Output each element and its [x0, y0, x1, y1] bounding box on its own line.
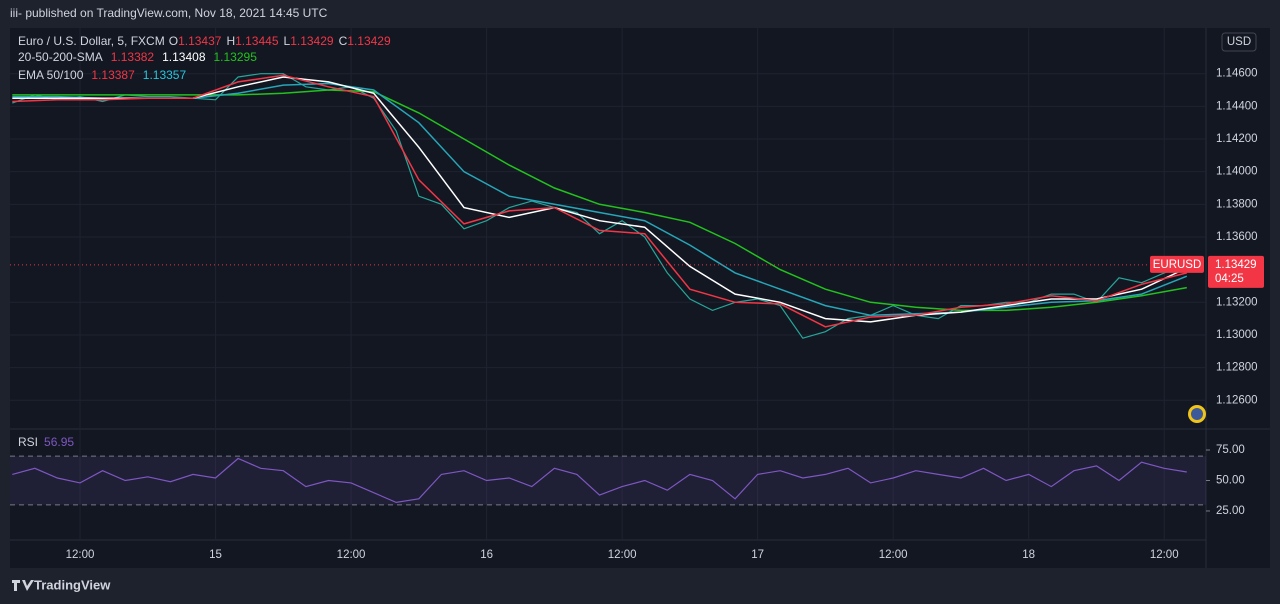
y-tick-label: 1.13000 — [1216, 329, 1258, 341]
legend-text: 56.95 — [44, 435, 74, 449]
symbol-label: EURUSD — [1153, 259, 1202, 271]
rsi-tick-label: 25.00 — [1216, 505, 1245, 517]
legend-text: 1.13445 — [235, 34, 279, 48]
event-icon-inner — [1191, 408, 1203, 420]
ma-line — [12, 76, 1188, 323]
x-tick-label: 12:00 — [879, 549, 908, 561]
y-tick-label: 1.14200 — [1216, 133, 1258, 145]
x-tick-label: 12:00 — [1150, 549, 1179, 561]
legend-text: 20-50-200-SMA — [18, 50, 103, 64]
x-tick-label: 12:00 — [608, 549, 637, 561]
legend-text: Euro / U.S. Dollar, 5, FXCM — [18, 34, 165, 48]
rsi-band — [10, 456, 1206, 505]
ma-line — [12, 74, 1187, 328]
price-box — [1208, 255, 1264, 288]
legend-text: O — [169, 34, 178, 48]
legend-text: EMA 50/100 — [18, 68, 84, 82]
legend-text: 1.13387 — [91, 68, 135, 82]
x-tick-label: 18 — [1022, 549, 1035, 561]
legend-text: 1.13437 — [178, 34, 222, 48]
ma-line — [12, 82, 1188, 317]
legend-text: RSI — [18, 435, 38, 449]
rsi-tick-label: 50.00 — [1216, 475, 1245, 487]
x-tick-label: 12:00 — [66, 549, 95, 561]
footer: TradingView — [34, 577, 111, 592]
header: iii- published on TradingView.com, Nov 1… — [10, 6, 328, 20]
currency[interactable]: USD — [1227, 36, 1251, 48]
legend-text: 1.13382 — [111, 50, 155, 64]
y-tick-label: 1.13200 — [1216, 296, 1258, 308]
legend-text: C — [339, 34, 348, 48]
y-tick-label: 1.14400 — [1216, 100, 1258, 112]
legend-text: H — [226, 34, 235, 48]
legend-text: 1.13295 — [214, 50, 258, 64]
x-tick-label: 16 — [480, 549, 493, 561]
last-price: 1.13429 — [1215, 259, 1257, 271]
countdown: 04:25 — [1215, 273, 1244, 285]
y-tick-label: 1.14600 — [1216, 68, 1258, 80]
chart-area — [10, 28, 1270, 568]
legend-text: 1.13408 — [162, 50, 206, 64]
symbol-box — [1150, 255, 1204, 273]
x-tick-label: 12:00 — [337, 549, 366, 561]
y-tick-label: 1.12600 — [1216, 394, 1258, 406]
currency-box[interactable] — [1221, 32, 1257, 52]
y-tick-label: 1.13800 — [1216, 198, 1258, 210]
legend-text: 1.13429 — [347, 34, 391, 48]
legend-text: L — [284, 34, 291, 48]
legend-text: 1.13429 — [290, 34, 334, 48]
x-tick-label: 17 — [751, 549, 764, 561]
x-tick-label: 15 — [209, 549, 222, 561]
y-tick-label: 1.13600 — [1216, 231, 1258, 243]
y-tick-label: 1.12800 — [1216, 362, 1258, 374]
rsi-line — [12, 457, 1187, 504]
rsi-tick-label: 75.00 — [1216, 444, 1245, 456]
tv-logo — [12, 580, 34, 591]
y-tick-label: 1.14000 — [1216, 166, 1258, 178]
legend-text: 1.13357 — [143, 68, 187, 82]
